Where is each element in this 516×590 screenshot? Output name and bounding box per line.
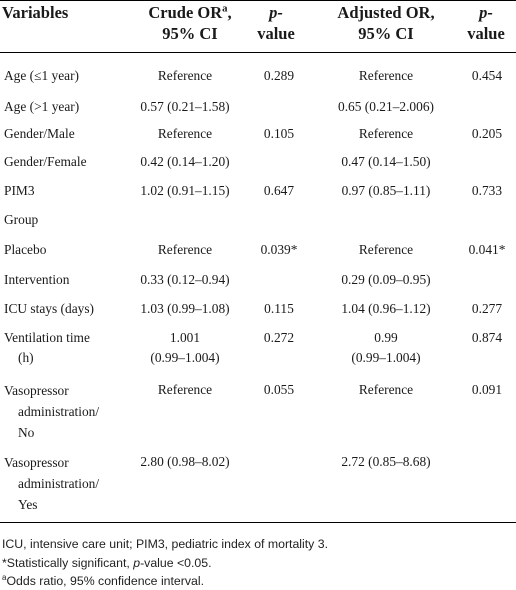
cell-variable: Vasopressor administration/ No <box>4 383 100 440</box>
cell-crude-or: 0.33 (0.12–0.94) <box>140 272 230 287</box>
cell-adjusted-or: 0.29 (0.09–0.95) <box>341 272 431 287</box>
cell-variable: Gender/Male <box>4 126 75 141</box>
cell-p-adjusted: 0.205 <box>471 126 503 141</box>
cell-p-crude: 0.039* <box>260 242 298 257</box>
header-crude-or: Crude ORa, 95% CI <box>148 2 232 43</box>
cell-p-crude: 0.272 <box>263 330 295 345</box>
cell-adjusted-or: 1.04 (0.96–1.12) <box>341 301 431 316</box>
footnote-odds-ratio: aOdds ratio, 95% confidence interval. <box>2 572 204 588</box>
cell-p-adjusted: 0.277 <box>471 301 503 316</box>
cell-p-crude: 0.289 <box>263 68 295 83</box>
cell-p-adjusted: 0.454 <box>471 68 503 83</box>
cell-p-adjusted: 0.041* <box>468 242 506 257</box>
cell-crude-or: Reference <box>157 126 213 141</box>
cell-p-crude: 0.115 <box>264 301 294 316</box>
cell-crude-or: 2.80 (0.98–8.02) <box>140 454 230 469</box>
cell-adjusted-or: Reference <box>358 126 414 141</box>
cell-adjusted-or: 0.47 (0.14–1.50) <box>341 154 431 169</box>
header-bottom-rule <box>0 52 516 53</box>
cell-adjusted-or: 0.65 (0.21–2.006) <box>338 99 434 114</box>
cell-variable: Vasopressor administration/ Yes <box>4 455 100 512</box>
cell-adjusted-or: Reference <box>358 382 414 397</box>
header-variables: Variables <box>2 3 69 22</box>
cell-p-crude: 0.055 <box>263 382 295 397</box>
cell-variable: Intervention <box>4 272 70 287</box>
cell-adjusted-or: 2.72 (0.85–8.68) <box>341 454 431 469</box>
cell-variable: Age (≤1 year) <box>4 68 80 83</box>
cell-variable: Placebo <box>4 242 47 257</box>
header-p-value-adjusted: p-value <box>467 3 505 43</box>
header-p-value-crude: p-value <box>257 3 295 43</box>
cell-variable: ICU stays (days) <box>4 301 95 316</box>
cell-variable: Age (>1 year) <box>4 99 80 114</box>
cell-crude-or: 1.02 (0.91–1.15) <box>140 183 230 198</box>
cell-variable: Ventilation time (h) <box>4 330 90 365</box>
cell-adjusted-or: Reference <box>358 68 414 83</box>
cell-crude-or: 0.42 (0.14–1.20) <box>140 154 230 169</box>
cell-p-adjusted: 0.091 <box>471 382 503 397</box>
cell-p-adjusted: 0.874 <box>471 330 503 345</box>
cell-p-crude: 0.647 <box>263 183 295 198</box>
cell-variable-group-heading: Group <box>4 212 39 227</box>
cell-p-adjusted: 0.733 <box>471 183 503 198</box>
cell-variable: PIM3 <box>4 183 35 198</box>
cell-crude-or: Reference <box>157 242 213 257</box>
cell-adjusted-or: Reference <box>358 242 414 257</box>
table-bottom-rule <box>0 522 516 523</box>
cell-p-crude: 0.105 <box>263 126 295 141</box>
footnote-significance: *Statistically significant, p-value <0.0… <box>2 556 212 570</box>
cell-crude-or: Reference <box>157 382 213 397</box>
cell-crude-or: Reference <box>157 68 213 83</box>
cell-crude-or: 1.03 (0.99–1.08) <box>140 301 230 316</box>
cell-crude-or: 1.001 (0.99–1.004) <box>150 330 220 365</box>
footnote-abbreviations: ICU, intensive care unit; PIM3, pediatri… <box>2 537 329 551</box>
cell-adjusted-or: 0.97 (0.85–1.11) <box>341 183 431 198</box>
header-adjusted-or: Adjusted OR, 95% CI <box>337 3 435 43</box>
cell-adjusted-or: 0.99 (0.99–1.004) <box>351 330 421 365</box>
table-top-rule <box>0 0 516 1</box>
cell-crude-or: 0.57 (0.21–1.58) <box>140 99 230 114</box>
cell-variable: Gender/Female <box>4 154 87 169</box>
